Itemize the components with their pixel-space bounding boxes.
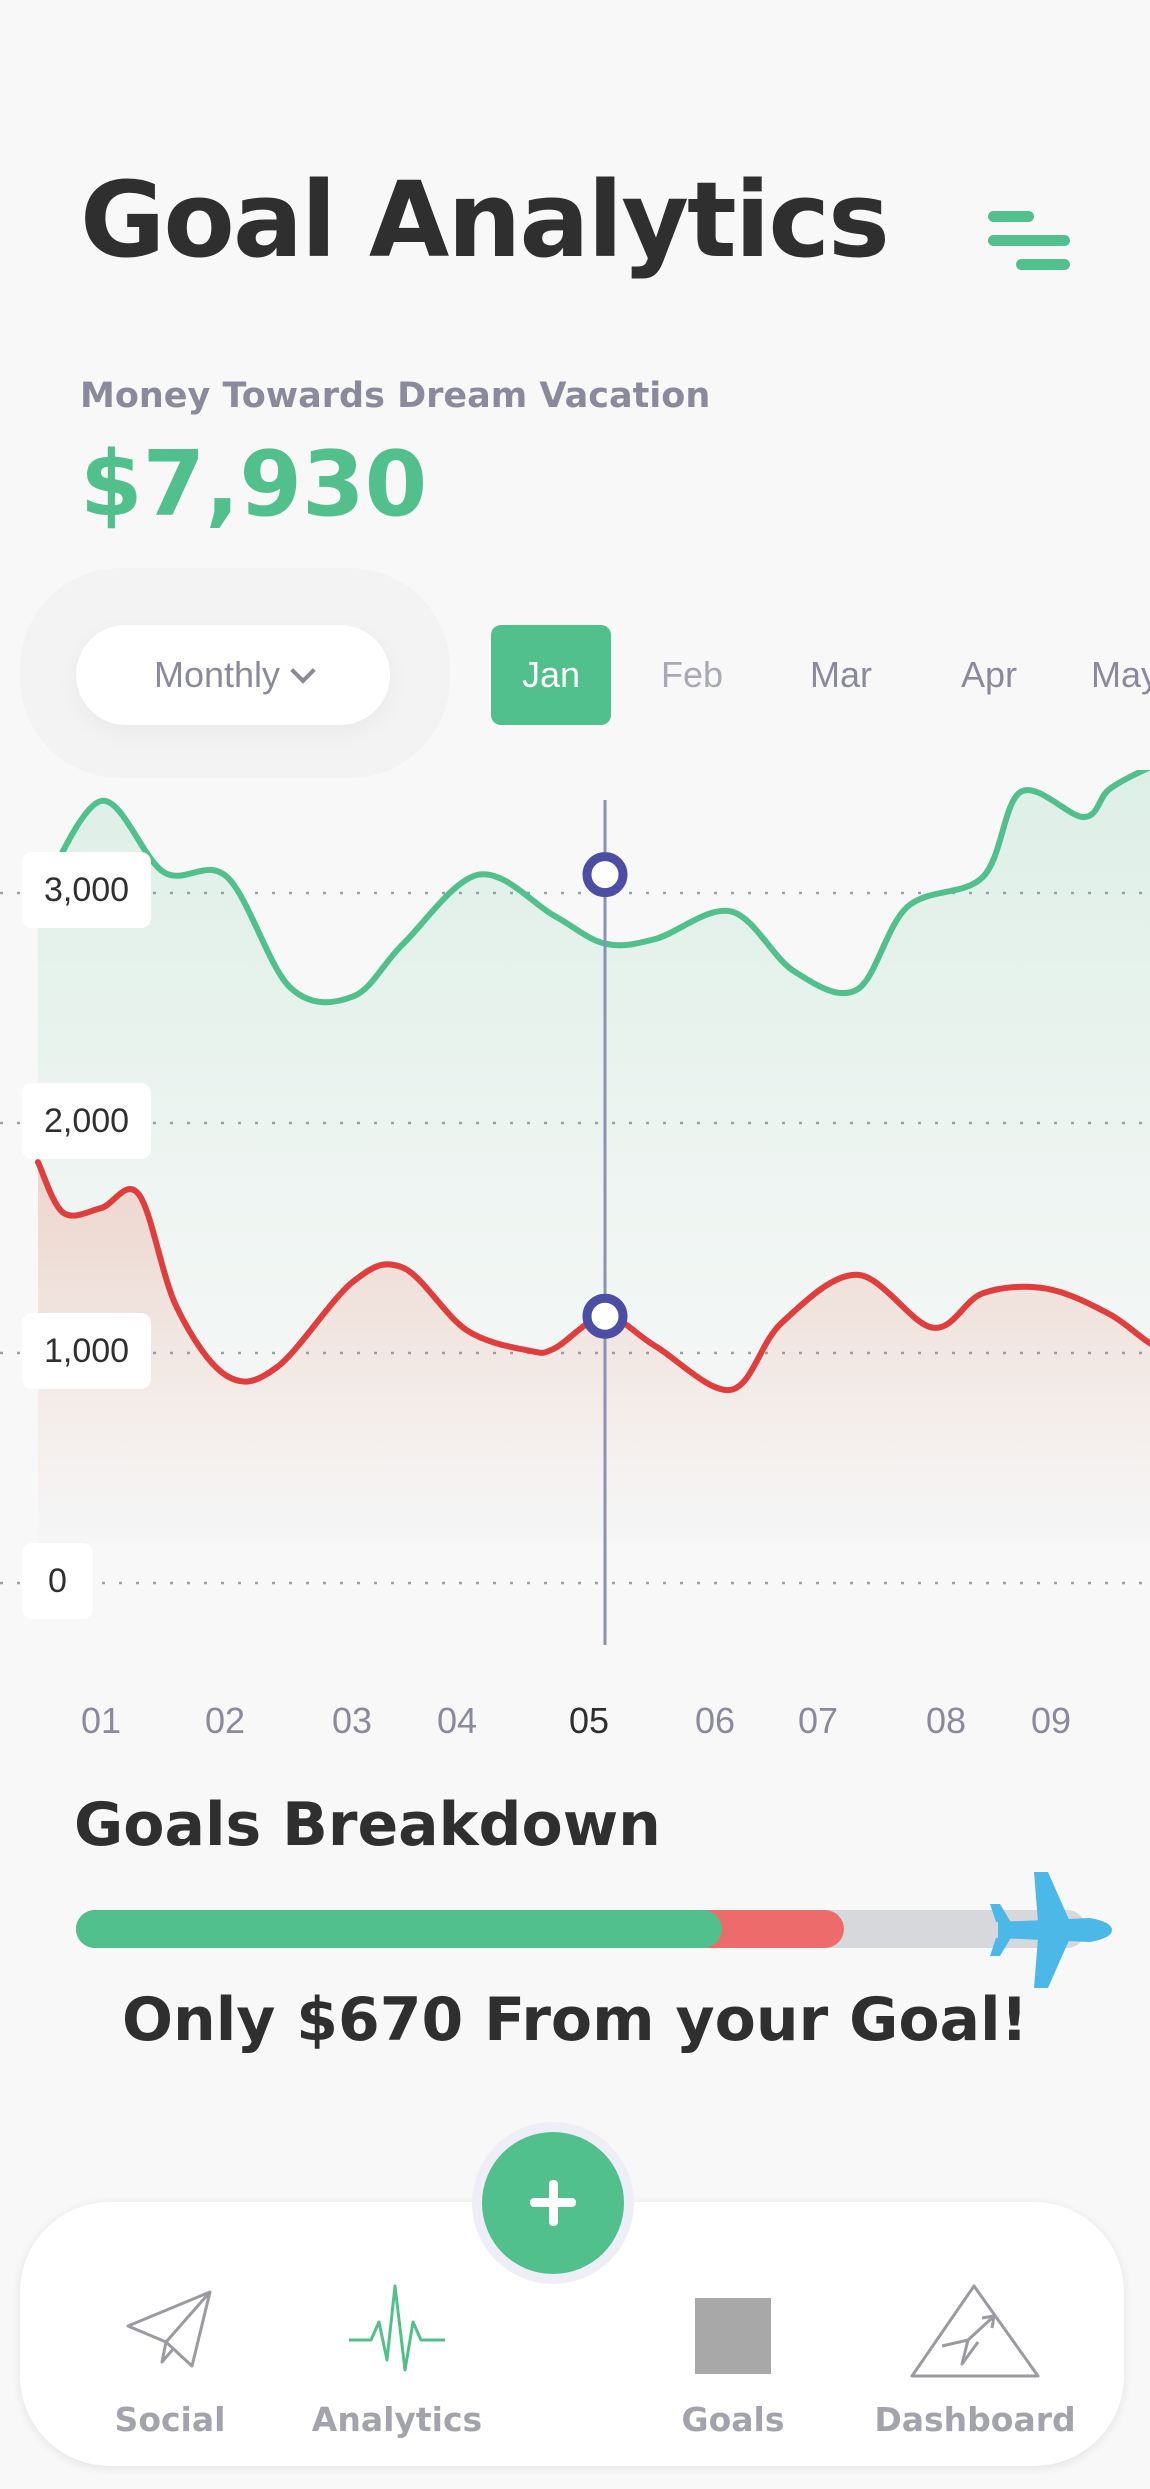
add-button[interactable] — [482, 2132, 624, 2274]
nav-item-goals[interactable]: Goals — [618, 2270, 848, 2450]
series-area-red — [38, 1162, 1150, 1543]
y-tick-label: 1,000 — [22, 1313, 152, 1389]
month-tab-mar[interactable]: Mar — [810, 654, 872, 695]
goal-label: Money Towards Dream Vacation — [80, 376, 711, 416]
month-tab-apr[interactable]: Apr — [960, 654, 1018, 695]
highlight-point — [582, 852, 628, 898]
x-tick-label: 09 — [1030, 1700, 1072, 1741]
chevron-down-icon — [290, 658, 316, 684]
series-line-red — [35, 1159, 1150, 1393]
goal-amount: $7,930 — [80, 432, 428, 537]
month-tab-jan[interactable]: Jan — [491, 625, 611, 725]
savings-chart[interactable] — [0, 770, 1150, 1670]
x-tick-label: 02 — [204, 1700, 246, 1741]
x-tick-label: 07 — [797, 1700, 839, 1741]
goals-breakdown-title: Goals Breakdown — [74, 1790, 661, 1860]
menu-lines-icon[interactable] — [980, 205, 1070, 275]
y-tick-label: 0 — [22, 1543, 93, 1619]
paper-plane-icon — [126, 2290, 212, 2368]
nav-item-analytics[interactable]: Analytics — [282, 2270, 512, 2450]
nav-label-goals: Goals — [681, 2400, 785, 2439]
goal-progress-saved — [76, 1910, 722, 1948]
airplane-icon — [990, 1872, 1112, 1988]
x-tick-label: 01 — [80, 1700, 122, 1741]
nav-label-dashboard: Dashboard — [874, 2400, 1076, 2439]
x-tick-label: 06 — [694, 1700, 736, 1741]
x-tick-label-selected[interactable]: 05 — [568, 1700, 610, 1741]
period-dropdown-value: Monthly — [153, 654, 281, 695]
y-tick-label: 2,000 — [22, 1083, 152, 1159]
month-tab-may[interactable]: May — [1090, 654, 1150, 695]
month-tab-feb[interactable]: Feb — [660, 654, 724, 695]
nav-label-social: Social — [114, 2400, 226, 2439]
series-line-green — [35, 770, 1150, 1006]
square-icon — [695, 2298, 771, 2374]
nav-item-dashboard[interactable]: Dashboard — [860, 2270, 1090, 2450]
goal-remaining-message: Only $670 From your Goal! — [122, 1985, 1028, 2055]
y-tick-label: 3,000 — [22, 852, 152, 928]
page-title: Goal Analytics — [80, 159, 890, 281]
nav-item-social[interactable]: Social — [55, 2270, 285, 2450]
x-tick-label: 03 — [331, 1700, 373, 1741]
mountain-icon — [910, 2284, 1040, 2378]
highlight-point — [582, 1293, 628, 1339]
x-tick-label: 08 — [925, 1700, 967, 1741]
period-dropdown[interactable]: Monthly — [76, 625, 390, 725]
pulse-icon — [349, 2284, 445, 2372]
nav-label-analytics: Analytics — [311, 2400, 483, 2439]
x-tick-label: 04 — [436, 1700, 478, 1741]
